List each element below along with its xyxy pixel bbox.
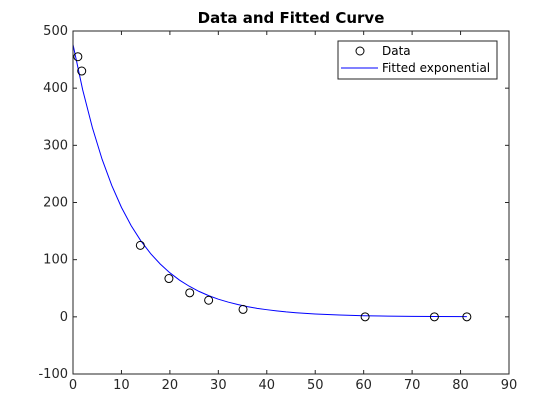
data-point [429,312,439,322]
y-tick-label: 400 [43,81,68,96]
chart-title: Data and Fitted Curve [198,9,385,27]
legend-box [337,40,498,80]
y-tick-label: -100 [38,367,68,382]
legend-data-marker [355,46,365,56]
data-point [204,295,214,305]
data-point [185,288,195,298]
data-point [77,66,87,76]
y-tick-label: 200 [43,196,68,211]
data-point [135,240,145,250]
x-tick-label: 50 [307,378,324,393]
x-tick-label: 0 [69,378,77,393]
y-tick-label: 300 [43,138,68,153]
legend-label-data: Data [382,44,411,58]
y-tick-label: 100 [43,253,68,268]
y-tick-label: 0 [60,310,68,325]
data-point [462,312,472,322]
data-point [73,52,83,62]
x-tick-label: 60 [355,378,372,393]
x-tick-label: 70 [404,378,421,393]
x-tick-label: 40 [259,378,276,393]
y-tick-label: 500 [43,24,68,39]
x-tick-label: 30 [210,378,227,393]
data-point [238,304,248,314]
x-tick-label: 20 [162,378,179,393]
fitted-curve-layer [72,44,467,318]
plot-area [73,31,509,374]
x-tick-label: 90 [501,378,518,393]
data-point [360,312,370,322]
x-tick-label: 10 [113,378,130,393]
data-markers-layer [73,52,472,322]
fitted-exponential-curve [72,44,467,318]
legend: Data Fitted exponential [337,40,498,80]
data-point [164,274,174,284]
legend-label-fitted: Fitted exponential [382,61,490,75]
x-tick-label: 80 [452,378,469,393]
